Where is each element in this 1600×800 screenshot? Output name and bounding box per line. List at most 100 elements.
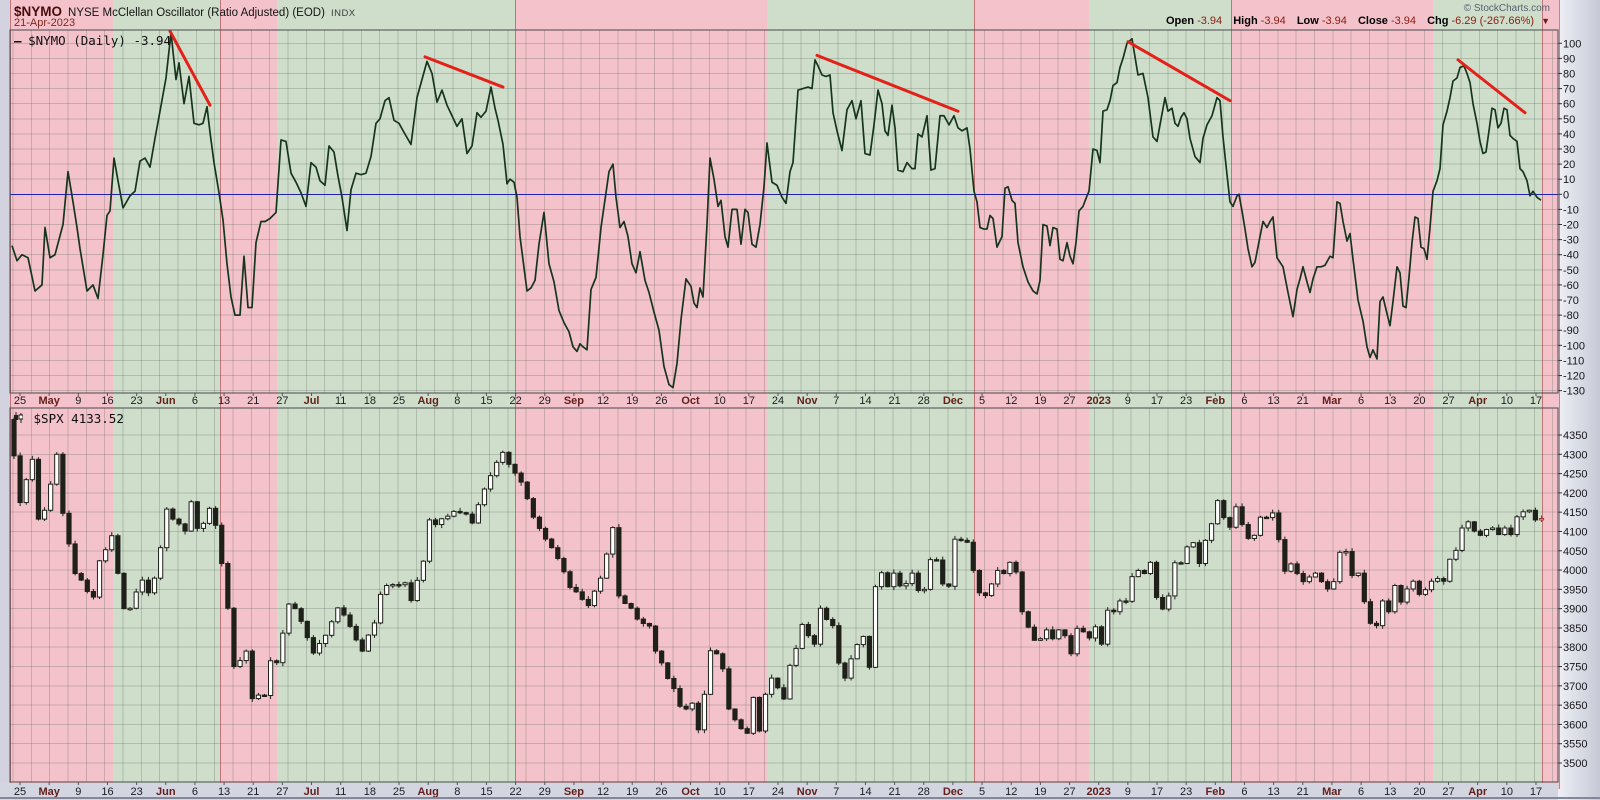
spx-y-tick-label: 3950 bbox=[1563, 584, 1587, 596]
x-tick-label-mid: 21 bbox=[247, 395, 259, 407]
x-tick-label-bottom: Mar bbox=[1322, 786, 1342, 798]
x-tick-label-bottom: 27 bbox=[1063, 786, 1075, 798]
nymo-y-tick-label: -120 bbox=[1563, 371, 1585, 383]
x-tick-label-mid: 10 bbox=[714, 395, 726, 407]
left-gutter bbox=[0, 0, 10, 800]
nymo-y-tick-label: 10 bbox=[1563, 174, 1575, 186]
x-tick-label-mid: 12 bbox=[1005, 395, 1017, 407]
x-tick-label-bottom: 21 bbox=[247, 786, 259, 798]
x-tick-label-mid: 10 bbox=[1501, 395, 1513, 407]
x-tick-label-bottom: 29 bbox=[539, 786, 551, 798]
spx-legend-label: $SPX bbox=[33, 411, 64, 426]
nymo-y-tick-label: -100 bbox=[1563, 340, 1585, 352]
x-tick-label-bottom: 27 bbox=[1442, 786, 1454, 798]
x-tick-label-mid: 18 bbox=[364, 395, 376, 407]
close-label: Close bbox=[1357, 15, 1388, 27]
chg-label: Chg bbox=[1427, 15, 1449, 27]
x-tick-label-mid: 25 bbox=[393, 395, 405, 407]
x-tick-label-bottom: Oct bbox=[681, 786, 700, 798]
spx-y-tick-label: 3800 bbox=[1563, 642, 1587, 654]
high-value: -3.94 bbox=[1260, 15, 1286, 27]
nymo-y-tick-label: -90 bbox=[1563, 325, 1579, 337]
nymo-line bbox=[11, 31, 1542, 389]
spx-panel-border bbox=[9, 407, 1559, 783]
x-tick-label-mid: Nov bbox=[797, 395, 819, 407]
chg-value: -6.29 (-267.66%) bbox=[1451, 15, 1535, 27]
spx-y-tick-label: 4350 bbox=[1563, 430, 1587, 442]
x-tick-label-mid: 6 bbox=[1241, 395, 1247, 407]
low-value: -3.94 bbox=[1321, 15, 1347, 27]
signal-band-green bbox=[113, 0, 220, 783]
x-tick-label-mid: 13 bbox=[1384, 395, 1396, 407]
x-tick-label-mid: 21 bbox=[1297, 395, 1309, 407]
title-text: NYSE McClellan Oscillator (Ratio Adjuste… bbox=[68, 7, 325, 19]
x-tick-label-mid: 27 bbox=[1442, 395, 1454, 407]
x-tick-label-mid: 24 bbox=[772, 395, 784, 407]
x-tick-label-mid: 28 bbox=[918, 395, 930, 407]
x-tick-label-bottom: Jul bbox=[304, 786, 320, 798]
x-tick-label-bottom: 23 bbox=[1180, 786, 1192, 798]
x-tick-label-bottom: Jun bbox=[156, 786, 176, 798]
x-tick-label-bottom: Aug bbox=[417, 786, 438, 798]
x-tick-label-bottom: 26 bbox=[655, 786, 667, 798]
x-tick-label-bottom: 9 bbox=[75, 786, 81, 798]
x-tick-label-mid: 14 bbox=[859, 395, 871, 407]
chevron-down-icon[interactable]: ▼ bbox=[1541, 16, 1550, 26]
open-value: -3.94 bbox=[1197, 15, 1223, 27]
x-tick-label-mid: 13 bbox=[1267, 395, 1279, 407]
nymo-y-tick-label: 80 bbox=[1563, 68, 1575, 80]
nymo-y-tick-label: -40 bbox=[1563, 250, 1579, 262]
line-swatch-icon: — bbox=[14, 33, 21, 48]
x-tick-label-mid: Feb bbox=[1206, 395, 1226, 407]
x-tick-label-bottom: 14 bbox=[859, 786, 871, 798]
signal-band-green bbox=[1433, 0, 1542, 783]
nymo-y-tick-label: -60 bbox=[1563, 280, 1579, 292]
x-tick-label-mid: 23 bbox=[130, 395, 142, 407]
spx-y-tick-label: 3600 bbox=[1563, 719, 1587, 731]
spx-legend-value: 4133.52 bbox=[71, 411, 124, 426]
trendline-red bbox=[1456, 58, 1527, 115]
x-tick-label-mid: 15 bbox=[480, 395, 492, 407]
nymo-y-tick-label: 70 bbox=[1563, 84, 1575, 96]
x-tick-label-bottom: 6 bbox=[192, 786, 198, 798]
nymo-y-tick-label: 50 bbox=[1563, 114, 1575, 126]
low-label: Low bbox=[1296, 15, 1319, 27]
x-tick-label-mid: 13 bbox=[218, 395, 230, 407]
x-tick-label-mid: Apr bbox=[1468, 395, 1488, 407]
x-tick-label-bottom: 23 bbox=[130, 786, 142, 798]
x-tick-label-bottom: 10 bbox=[1501, 786, 1513, 798]
trendline-red bbox=[168, 29, 212, 107]
x-tick-label-mid: 19 bbox=[1034, 395, 1046, 407]
bottom-axis-strip bbox=[0, 783, 1558, 800]
nymo-y-tick-label: -30 bbox=[1563, 235, 1579, 247]
x-tick-label-bottom: 24 bbox=[772, 786, 784, 798]
x-tick-label-bottom: Dec bbox=[943, 786, 963, 798]
nymo-y-tick-label: -130 bbox=[1563, 386, 1585, 398]
nymo-legend: — $NYMO (Daily) -3.94 bbox=[14, 33, 171, 48]
x-tick-label-bottom: 18 bbox=[364, 786, 376, 798]
x-tick-label-bottom: 2023 bbox=[1086, 786, 1110, 798]
signal-band-pink bbox=[1542, 0, 1560, 789]
x-tick-label-bottom: 8 bbox=[454, 786, 460, 798]
x-tick-label-bottom: 21 bbox=[888, 786, 900, 798]
x-tick-label-bottom: Apr bbox=[1468, 786, 1488, 798]
nymo-y-tick-label: -20 bbox=[1563, 220, 1579, 232]
x-tick-label-bottom: 17 bbox=[1151, 786, 1163, 798]
x-tick-label-bottom: 20 bbox=[1413, 786, 1425, 798]
nymo-y-tick-label: 20 bbox=[1563, 159, 1575, 171]
open-label: Open bbox=[1165, 15, 1195, 27]
signal-band-pink bbox=[220, 0, 279, 783]
x-tick-label-mid: May bbox=[38, 395, 60, 407]
x-tick-label-bottom: 13 bbox=[1384, 786, 1396, 798]
nymo-panel-border bbox=[9, 29, 1559, 394]
spx-y-tick-label: 4250 bbox=[1563, 469, 1587, 481]
window-bottom-border bbox=[0, 797, 1600, 799]
x-tick-label-bottom: 12 bbox=[1005, 786, 1017, 798]
signal-band-pink bbox=[515, 0, 769, 783]
copyright: © StockCharts.com bbox=[1463, 3, 1550, 14]
trendline-red bbox=[423, 55, 505, 89]
signal-band-green bbox=[277, 0, 515, 783]
x-tick-label-mid: 29 bbox=[539, 395, 551, 407]
